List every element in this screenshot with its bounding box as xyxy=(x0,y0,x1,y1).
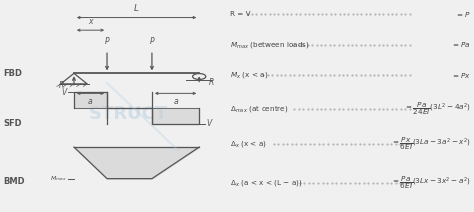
Text: P: P xyxy=(105,37,109,46)
Text: $M_{max}$: $M_{max}$ xyxy=(50,174,67,183)
Text: $\Delta_x$ (x < a): $\Delta_x$ (x < a) xyxy=(230,139,267,149)
Text: P: P xyxy=(150,37,154,46)
Text: a: a xyxy=(88,97,93,106)
Text: R: R xyxy=(209,78,214,87)
Text: x: x xyxy=(88,17,93,26)
Text: V: V xyxy=(62,88,67,97)
Text: L: L xyxy=(134,4,139,13)
Text: $\Delta_{max}$ (at centre): $\Delta_{max}$ (at centre) xyxy=(230,104,289,114)
Text: = $Pa$: = $Pa$ xyxy=(452,40,471,49)
Text: = $P$: = $P$ xyxy=(456,10,471,19)
Text: $M_{max}$ (between loads): $M_{max}$ (between loads) xyxy=(230,40,310,50)
Text: SFD: SFD xyxy=(3,119,22,128)
Text: $M_x$ (x < a): $M_x$ (x < a) xyxy=(230,70,268,81)
Text: $= \dfrac{Px}{6EI}(3La - 3a^2 - x^2)$: $= \dfrac{Px}{6EI}(3La - 3a^2 - x^2)$ xyxy=(391,136,471,152)
Text: a: a xyxy=(173,97,178,106)
Text: $\Delta_x$ (a < x < (L − a)): $\Delta_x$ (a < x < (L − a)) xyxy=(230,178,302,188)
Text: V: V xyxy=(206,119,211,128)
Text: = $Px$: = $Px$ xyxy=(452,71,471,80)
Polygon shape xyxy=(74,92,199,124)
Text: STRUCT: STRUCT xyxy=(89,105,168,123)
Text: R: R xyxy=(58,81,64,91)
Text: $= \dfrac{Pa}{24EI}(3L^2 - 4a^2)$: $= \dfrac{Pa}{24EI}(3L^2 - 4a^2)$ xyxy=(404,101,471,117)
Text: FBD: FBD xyxy=(3,69,22,78)
Text: $= \dfrac{Pa}{6EI}(3Lx - 3x^2 - a^2)$: $= \dfrac{Pa}{6EI}(3Lx - 3x^2 - a^2)$ xyxy=(392,175,471,191)
Text: R = V: R = V xyxy=(230,11,251,17)
Text: BMD: BMD xyxy=(3,177,25,186)
